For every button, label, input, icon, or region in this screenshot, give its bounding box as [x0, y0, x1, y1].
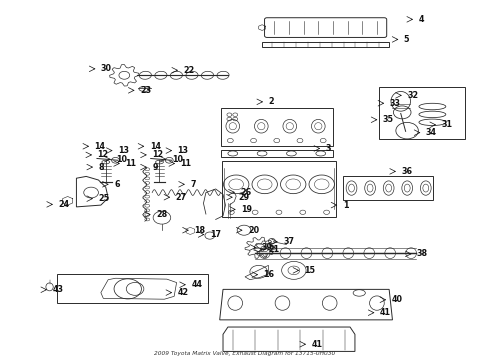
- Text: 14: 14: [150, 142, 161, 151]
- Text: 17: 17: [210, 230, 221, 239]
- Text: 35: 35: [383, 115, 394, 124]
- Text: 2: 2: [269, 97, 274, 106]
- Text: 10: 10: [116, 155, 127, 164]
- Text: 6: 6: [114, 180, 120, 189]
- Text: 21: 21: [269, 245, 280, 254]
- Bar: [379, 87, 465, 139]
- Bar: [262, 42, 389, 48]
- Text: 5: 5: [404, 35, 409, 44]
- Text: 32: 32: [407, 91, 418, 100]
- Text: 14: 14: [95, 142, 105, 151]
- Text: 11: 11: [125, 159, 136, 168]
- Text: 9: 9: [152, 163, 158, 172]
- Text: 13: 13: [118, 146, 129, 155]
- Text: 41: 41: [312, 340, 322, 349]
- Text: 33: 33: [390, 99, 401, 108]
- Text: 44: 44: [191, 280, 202, 289]
- Text: 22: 22: [183, 66, 195, 75]
- Text: 15: 15: [305, 266, 316, 275]
- Text: 29: 29: [238, 193, 249, 202]
- Text: 24: 24: [58, 200, 70, 209]
- Text: 40: 40: [392, 295, 403, 304]
- Text: 3: 3: [326, 144, 331, 153]
- Text: 1: 1: [343, 201, 348, 210]
- Bar: [343, 176, 433, 200]
- Text: 10: 10: [172, 155, 183, 164]
- Text: 36: 36: [401, 167, 413, 176]
- Text: 16: 16: [264, 270, 274, 279]
- Text: 34: 34: [426, 128, 437, 137]
- Text: 7: 7: [190, 180, 196, 189]
- Text: 12: 12: [152, 150, 163, 159]
- Text: 39: 39: [262, 243, 272, 252]
- Text: 28: 28: [156, 210, 167, 219]
- Text: 26: 26: [240, 188, 251, 197]
- Text: 27: 27: [175, 193, 187, 202]
- Text: 23: 23: [140, 86, 151, 95]
- Text: 18: 18: [194, 226, 205, 235]
- Text: 31: 31: [441, 120, 452, 129]
- Bar: [220, 108, 333, 146]
- Text: 42: 42: [177, 288, 189, 297]
- Text: 30: 30: [101, 64, 112, 73]
- Text: 8: 8: [98, 163, 104, 172]
- Text: 43: 43: [52, 285, 64, 294]
- Text: 38: 38: [417, 249, 428, 258]
- Text: 12: 12: [98, 150, 109, 159]
- Text: 13: 13: [177, 146, 189, 155]
- Text: 11: 11: [180, 159, 192, 168]
- Text: 41: 41: [380, 308, 391, 317]
- Text: 4: 4: [418, 15, 424, 24]
- Text: 19: 19: [241, 205, 252, 214]
- Text: 2009 Toyota Matrix Valve, Exhaust Diagram for 13715-0H030: 2009 Toyota Matrix Valve, Exhaust Diagra…: [154, 351, 336, 356]
- Text: 25: 25: [98, 194, 110, 203]
- Bar: [220, 150, 333, 157]
- Text: 20: 20: [248, 226, 259, 235]
- Text: 37: 37: [283, 237, 294, 246]
- Bar: [57, 274, 208, 303]
